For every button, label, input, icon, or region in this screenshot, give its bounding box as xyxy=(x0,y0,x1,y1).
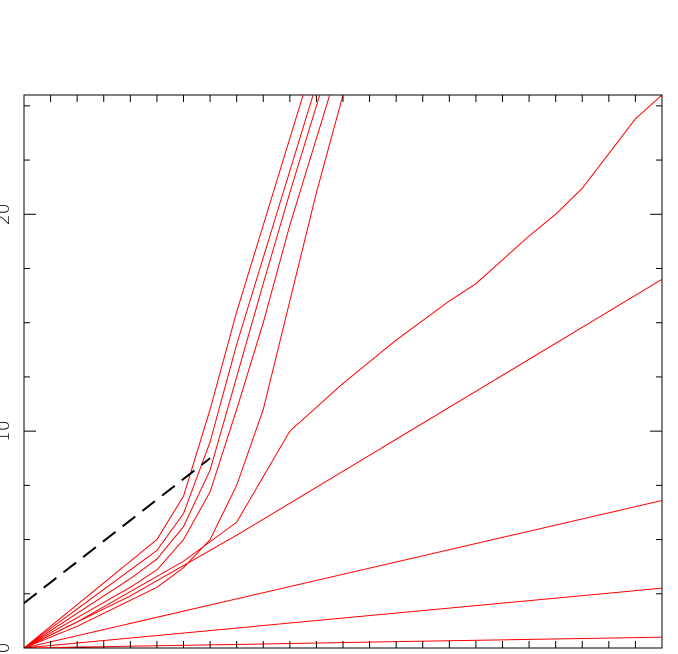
series-line xyxy=(24,95,662,648)
lines xyxy=(24,95,662,648)
y-tick-label: 0 xyxy=(0,643,14,654)
series-line xyxy=(24,95,331,648)
series-line xyxy=(24,278,662,648)
series-line xyxy=(24,95,344,648)
y-tick-label: 20 xyxy=(0,203,14,225)
series-line xyxy=(24,95,314,648)
series-line xyxy=(24,457,211,604)
series-line xyxy=(24,95,304,648)
series-line xyxy=(24,500,662,648)
series-line xyxy=(24,587,662,648)
series-line xyxy=(24,95,321,648)
plot-frame xyxy=(23,94,663,649)
y-tick-label: 10 xyxy=(0,420,14,442)
